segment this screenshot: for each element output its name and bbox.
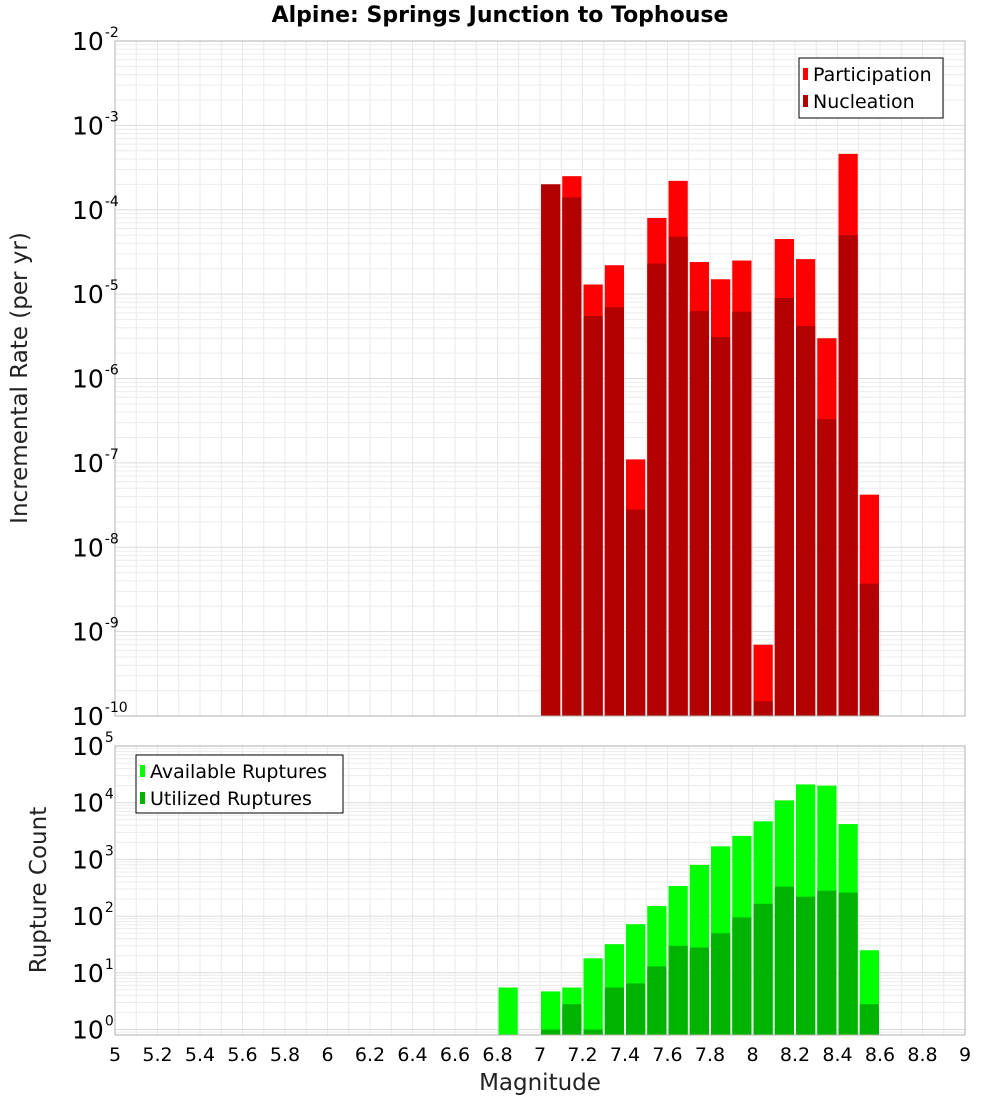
bar-overlay-7-45 [626,983,646,1035]
x-tick-label: 8.6 [865,1044,895,1066]
y-tick-label: 10-6 [72,363,119,394]
x-tick-label: 9 [959,1044,971,1066]
x-tick-label: 8.2 [780,1044,810,1066]
bar-overlay-7-25 [583,316,603,716]
y-tick-label: 10-3 [72,109,119,140]
bar-overlay-7-35 [604,307,624,716]
rupture-count-chart: 100 101 102 103 104 105 Available Ruptures Util… [72,730,971,1066]
bar-7-05 [541,991,561,1035]
legend-label: Utilized Ruptures [150,788,312,810]
y-tick-label: 10-10 [72,700,128,731]
bar-overlay-7-75 [689,311,709,716]
bar-overlay-8-15 [774,886,794,1035]
y-tick-label: 105 [72,730,114,761]
x-tick-label: 7.6 [652,1044,682,1066]
x-tick-label: 6.4 [397,1044,427,1066]
legend-swatch [803,95,808,107]
x-tick-label: 6.6 [440,1044,470,1066]
legend-label: Participation [813,64,932,86]
count-y-axis-label: Rupture Count [26,807,52,973]
bar-overlay-7-65 [668,236,688,716]
chart-title: Alpine: Springs Junction to Tophouse [272,3,729,28]
series-front [541,886,879,1035]
bar-overlay-7-95 [732,917,752,1035]
x-tick-label: 7.2 [567,1044,597,1066]
bar-overlay-8-05 [753,903,773,1035]
bar-8-05 [753,644,773,716]
bar-overlay-8-35 [817,890,837,1035]
legend-label: Nucleation [813,91,915,113]
legend-label: Available Ruptures [150,761,327,783]
y-tick-label: 10-2 [72,25,119,56]
bar-6-85 [498,987,518,1035]
bar-overlay-8-25 [796,325,816,716]
x-tick-label: 6.8 [482,1044,512,1066]
grid [114,41,966,717]
y-tick-label: 102 [72,900,114,931]
x-axis-label: Magnitude [479,1070,601,1096]
y-tick-label: 10-5 [72,278,119,309]
x-tick-label: 8.4 [822,1044,852,1066]
x-tick-label: 6.2 [355,1044,385,1066]
y-tick-label: 10-4 [72,194,119,225]
bar-overlay-7-05 [541,184,561,717]
bar-overlay-8-15 [774,297,794,716]
bar-7-25 [583,958,603,1035]
x-tick-label: 7.8 [695,1044,725,1066]
legend-swatch [140,765,145,777]
legend-box [798,57,944,119]
bar-overlay-7-85 [711,933,731,1035]
x-tick-label: 5 [109,1044,121,1066]
x-tick-label: 5.6 [227,1044,257,1066]
y-ticks: 100 101 102 103 104 105 [72,730,114,1045]
y-tick-label: 10-9 [72,616,119,647]
y-tick-label: 101 [72,957,114,988]
bar-overlay-7-35 [604,987,624,1035]
bar-overlay-7-75 [689,947,709,1035]
bar-overlay-7-25 [583,1029,603,1035]
y-tick-label: 10-7 [72,447,119,478]
y-tick-label: 104 [72,787,114,818]
plot-frame [114,40,966,717]
legend-swatch [140,792,145,804]
x-tick-label: 7 [534,1044,546,1066]
plot-frame [114,745,966,1036]
legend-box [135,754,344,814]
bar-overlay-7-55 [647,966,667,1035]
bar-overlay-7-65 [668,945,688,1035]
bar-overlay-7-95 [732,311,752,716]
bar-overlay-8-45 [838,892,858,1035]
x-tick-label: 5.2 [142,1044,172,1066]
legend: Available Ruptures Utilized Ruptures [135,754,344,814]
x-tick-label: 5.8 [270,1044,300,1066]
x-tick-label: 6 [321,1044,333,1066]
y-tick-label: 10-8 [72,531,119,562]
legend-swatch [803,68,808,80]
y-tick-label: 103 [72,843,114,874]
x-tick-label: 7.4 [610,1044,640,1066]
bar-overlay-8-55 [859,1004,879,1035]
bar-overlay-7-85 [711,337,731,716]
bar-overlay-8-35 [817,419,837,716]
legend: Participation Nucleation [798,57,944,119]
bar-overlay-8-55 [859,583,879,716]
bar-overlay-8-05 [753,701,773,716]
x-tick-label: 5.4 [185,1044,215,1066]
bar-overlay-7-45 [626,509,646,716]
rate-chart: 10-10 10-9 10-8 10-7 10-6 10-5 10-4 10-3 10-2 Par… [72,25,966,731]
bar-overlay-7-55 [647,263,667,716]
x-tick-label: 8.8 [907,1044,937,1066]
rate-y-axis-label: Incremental Rate (per yr) [7,232,33,524]
bar-overlay-7-05 [541,1029,561,1035]
x-tick-label: 8 [746,1044,758,1066]
bar-overlay-7-15 [562,197,582,717]
bar-overlay-8-45 [838,235,858,716]
bar-overlay-7-15 [562,1004,582,1035]
series-front [541,184,879,717]
bar-overlay-8-25 [796,896,816,1035]
y-tick-label: 100 [72,1014,114,1045]
x-ticks: 5 5.2 5.4 5.6 5.8 6 6.2 6.4 6.6 6.8 7 7.2 7.4 7.6 7.8 8… [109,1044,971,1066]
